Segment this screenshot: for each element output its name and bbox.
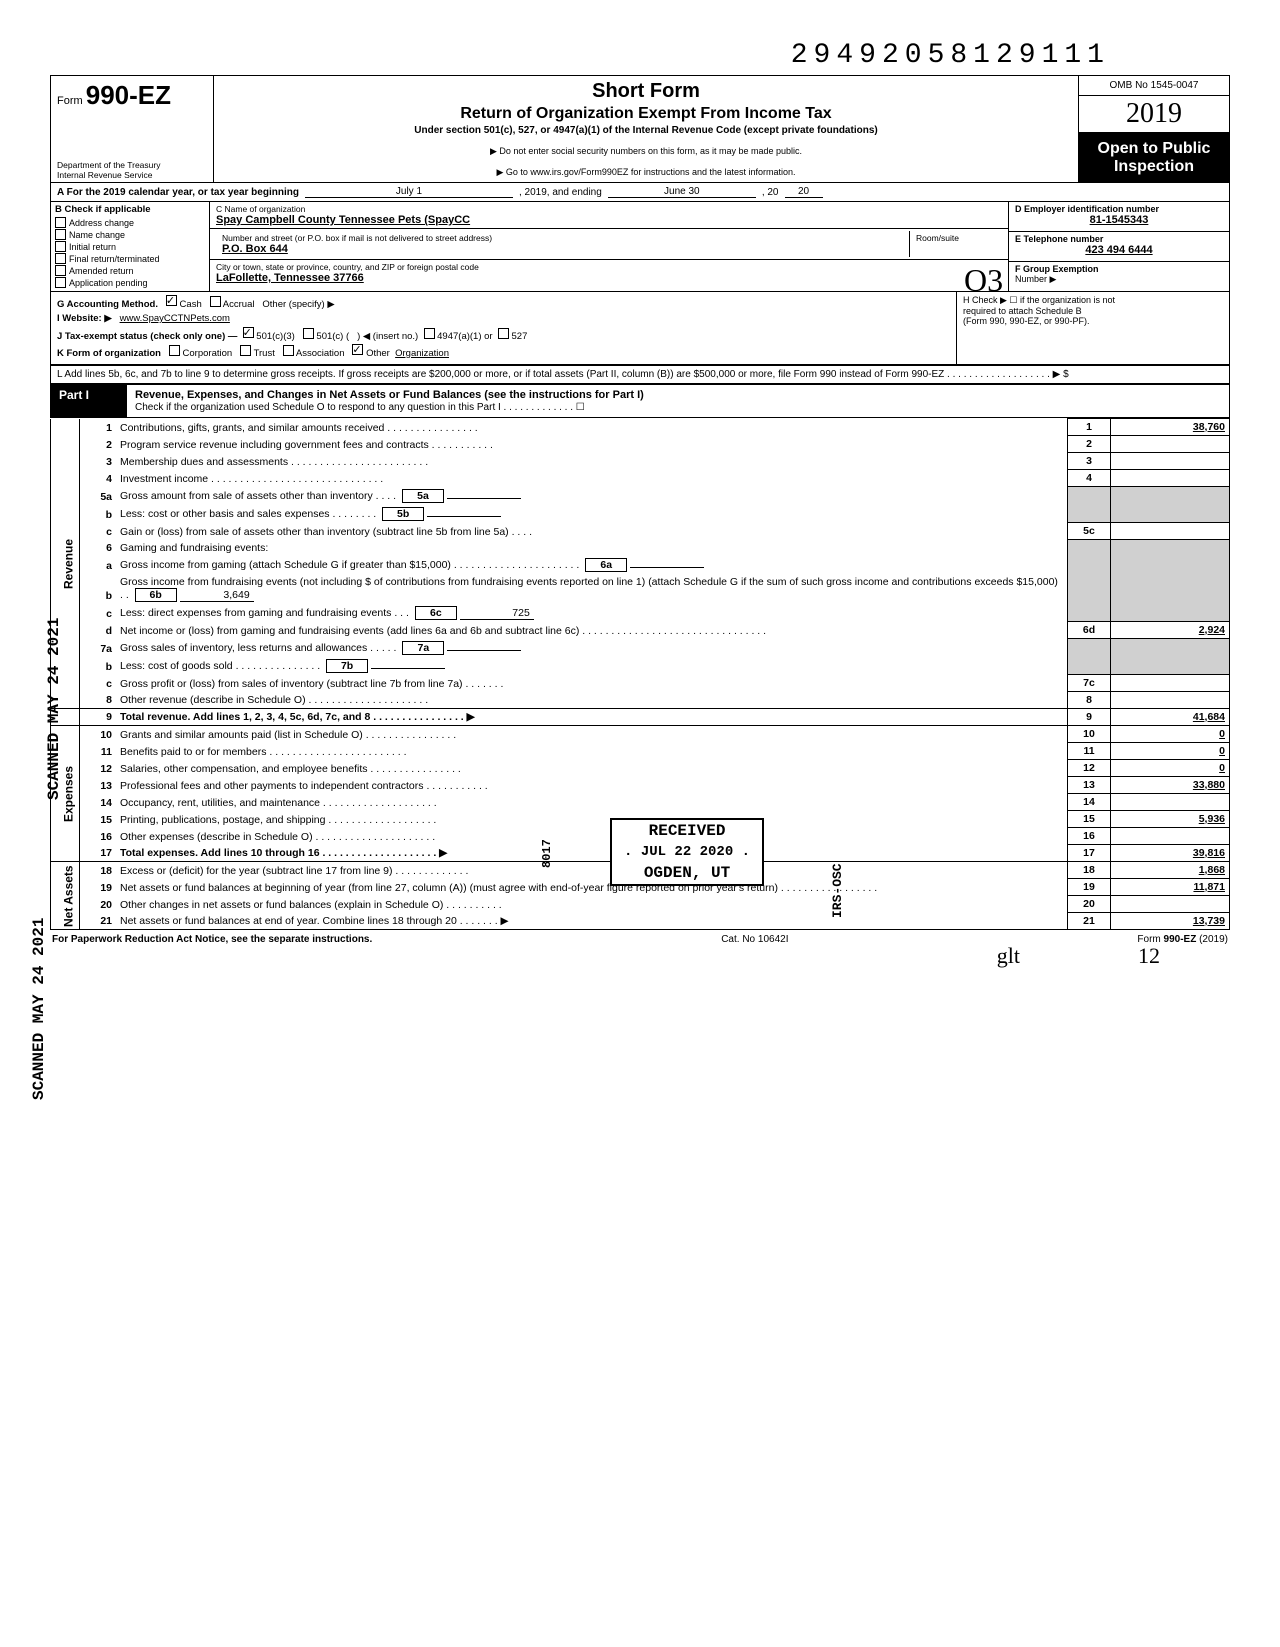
chk-501c[interactable] (303, 328, 314, 339)
arrow-url: ▶ Go to www.irs.gov/Form990EZ for instru… (220, 167, 1072, 178)
chk-corp[interactable] (169, 345, 180, 356)
i-label: I Website: ▶ (57, 313, 112, 324)
form-number: Form 990-EZ (57, 80, 207, 111)
room-label: Room/suite (916, 233, 996, 243)
part1-title: Revenue, Expenses, and Changes in Net As… (135, 389, 644, 401)
chk-address-change[interactable] (55, 217, 66, 228)
stamp-8017: 8017 (540, 839, 554, 868)
stamp-irs-osc: IRS-OSC (830, 863, 845, 918)
addr-label: Number and street (or P.O. box if mail i… (222, 233, 903, 243)
city-label: City or town, state or province, country… (216, 262, 1002, 272)
footer-mid: Cat. No 10642I (721, 934, 788, 945)
tax-year: 2019 (1079, 96, 1229, 133)
j-label: J Tax-exempt status (check only one) — (57, 331, 237, 342)
c-label: C Name of organization (216, 204, 1002, 214)
part1-check-line: Check if the organization used Schedule … (135, 402, 585, 413)
chk-final-return[interactable] (55, 253, 66, 264)
h-line3: (Form 990, 990-EZ, or 990-PF). (963, 316, 1223, 326)
org-name: Spay Campbell County Tennessee Pets (Spa… (216, 214, 1002, 226)
chk-cash[interactable] (166, 295, 177, 306)
col-b-header: B Check if applicable (55, 204, 205, 215)
dept-irs: Internal Revenue Service (57, 171, 207, 180)
h-line2: required to attach Schedule B (963, 306, 1223, 316)
chk-accrual[interactable] (210, 296, 221, 307)
chk-pending[interactable] (55, 277, 66, 288)
f-label: F Group Exemption (1015, 264, 1099, 274)
e-label: E Telephone number (1015, 234, 1103, 244)
title-return: Return of Organization Exempt From Incom… (220, 105, 1072, 123)
year-end-yy: 20 (785, 186, 823, 198)
side-netassets: Net Assets (51, 862, 80, 930)
hand-2: 12 (1138, 943, 1160, 969)
form-header: Form 990-EZ Department of the Treasury I… (50, 75, 1230, 182)
section-bcdef: B Check if applicable Address change Nam… (50, 202, 1230, 292)
part1-label: Part I (51, 385, 127, 417)
ein: 81-1545343 (1015, 214, 1223, 226)
g-label: G Accounting Method. (57, 299, 158, 310)
org-address: P.O. Box 644 (222, 243, 903, 255)
hand-1: glt (997, 943, 1020, 969)
website: www.SpayCCTNPets.com (120, 313, 230, 324)
phone: 423 494 6444 (1015, 244, 1223, 256)
other-org-val: Organization (395, 348, 449, 359)
org-city: LaFollette, Tennessee 37766 (216, 272, 1002, 284)
arrow-ssn: ▶ Do not enter social security numbers o… (220, 146, 1072, 157)
chk-527[interactable] (498, 328, 509, 339)
year-begin: July 1 (305, 186, 513, 198)
f-label2: Number ▶ (1015, 274, 1056, 284)
chk-trust[interactable] (240, 345, 251, 356)
stamp-scanned-1: SCANNED MAY 24 2021 (30, 918, 48, 1100)
part1-header: Part I Revenue, Expenses, and Changes in… (50, 384, 1230, 418)
chk-501c3[interactable] (243, 327, 254, 338)
chk-other-org[interactable] (352, 344, 363, 355)
top-tracking-number: 29492058129111 (50, 40, 1230, 71)
chk-name-change[interactable] (55, 229, 66, 240)
subtitle: Under section 501(c), 527, or 4947(a)(1)… (220, 125, 1072, 136)
chk-assoc[interactable] (283, 345, 294, 356)
year-end-month: June 30 (608, 186, 756, 198)
stamp-scanned-2: SCANNED MAY 24 2021 (45, 618, 63, 800)
omb-number: OMB No 1545-0047 (1079, 76, 1229, 96)
line-l: L Add lines 5b, 6c, and 7b to line 9 to … (50, 365, 1230, 384)
footer-left: For Paperwork Reduction Act Notice, see … (52, 934, 372, 945)
k-label: K Form of organization (57, 348, 161, 359)
title-short-form: Short Form (220, 80, 1072, 103)
open-to-public: Open to Public Inspection (1079, 133, 1229, 182)
chk-4947[interactable] (424, 328, 435, 339)
row-a-tax-year: A For the 2019 calendar year, or tax yea… (50, 182, 1230, 202)
page-footer: For Paperwork Reduction Act Notice, see … (50, 930, 1230, 949)
chk-amended[interactable] (55, 265, 66, 276)
d-label: D Employer identification number (1015, 204, 1159, 214)
chk-initial-return[interactable] (55, 241, 66, 252)
stamp-received: RECEIVED . JUL 22 2020 . OGDEN, UT (610, 818, 764, 886)
hand-initials-o3: O3 (964, 262, 1003, 299)
row-ghijk: G Accounting Method. Cash Accrual Other … (50, 292, 1230, 365)
